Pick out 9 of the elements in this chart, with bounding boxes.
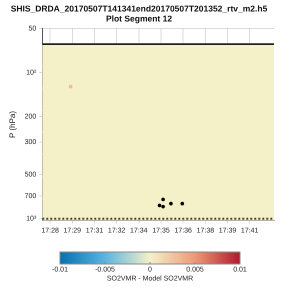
- chart-title: SHIS_DRDA_20170507T141341end20170507T201352_rtv_m2.h5: [10, 3, 268, 14]
- point: [161, 198, 165, 202]
- point: [68, 84, 72, 88]
- point: [180, 202, 184, 206]
- chart-subtitle: Plot Segment 12: [106, 14, 172, 24]
- point: [169, 202, 173, 206]
- point: [158, 204, 162, 208]
- point: [161, 204, 165, 208]
- y-axis-title: P (hPa): [8, 110, 18, 138]
